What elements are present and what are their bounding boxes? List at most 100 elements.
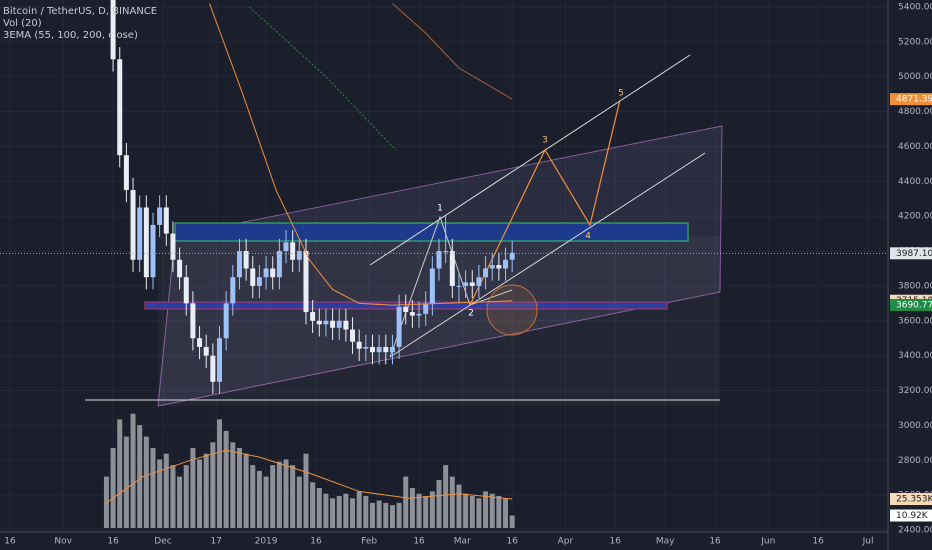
volume-bar [323,493,329,528]
volume-bar [177,476,183,528]
candle-body [250,268,256,286]
volume-bar [469,496,475,528]
candle-body [137,207,143,260]
wave-label: 2 [468,309,474,319]
candle-body [217,338,223,382]
price-tag [890,298,932,311]
volume-bar [236,448,242,528]
volume-bar [170,465,176,528]
volume-bar [369,502,375,528]
volume-bar [110,448,116,528]
volume-bar [350,498,356,528]
volume-bar [137,425,143,528]
volume-bar [270,465,276,528]
x-tick-label: Dec [154,537,171,547]
candle-body [143,207,149,278]
candle-body [350,329,356,342]
volume-bar [223,430,229,528]
price-axis [888,0,932,550]
volume-bar [303,453,309,528]
volume-bar [203,453,209,528]
candle-body [223,303,229,339]
candle-body [436,251,442,269]
volume-bar [230,442,236,528]
x-tick-label: 16 [107,537,119,547]
candle-body [110,0,116,60]
volume-bar [276,461,282,528]
volume-bar [296,476,302,528]
candle-body [443,251,449,253]
wave-projection [469,99,621,306]
candle-body [290,242,296,260]
volume-bar [509,515,515,528]
plot [0,0,888,528]
volume-bar [456,484,462,528]
volume-bar [489,493,495,528]
candle-body [256,277,262,286]
volume-bar [243,453,249,528]
x-tick-label: 16 [4,537,16,547]
candle-body [469,282,475,286]
x-tick-label: 16 [709,537,721,547]
volume-bar [396,502,402,528]
y-tick-label: 3000.00 [898,421,932,431]
volume-bar [449,476,455,528]
x-tick-label: Nov [54,537,72,547]
candle-body [323,320,329,325]
trend-line [389,152,706,358]
volume-bar [163,453,169,528]
chart-title: Bitcoin / TetherUS, D, BINANCE [3,6,157,17]
y-tick-label: 2800.00 [898,456,932,466]
volume-bar [217,419,223,528]
volume-bar [403,476,409,528]
y-tick-label: 3200.00 [898,386,932,396]
candle-body [150,224,156,278]
candle-body [263,268,269,278]
volume-bar [143,436,149,528]
volume-bar [416,493,422,528]
volume-ma [106,449,513,504]
target-circle [486,284,538,336]
wave-label: 1 [437,204,443,214]
volume-bar [436,480,442,528]
volume-bar [290,465,296,528]
volume-bar [463,493,469,528]
y-tick-label: 4800.00 [898,107,932,117]
y-tick-label: 2400.00 [898,526,932,536]
ema-line [392,3,513,100]
volume-bar [343,493,349,528]
wave-label: 4 [585,232,591,242]
volume-bar [190,448,196,528]
candle-body [343,320,349,330]
price-tag-label: 10.92K [896,511,929,521]
wave-label: 5 [618,89,624,99]
volume-bar [256,470,262,528]
axis-labels: 5400.00 5200.00 5000.00 4800.00 4600.00 4400.… [4,3,932,547]
candle-body [197,338,203,347]
candle-body [356,341,362,349]
resistance-zone [174,222,689,242]
price-tag [890,247,932,260]
volume-bar [330,498,336,528]
candle-body [130,190,136,260]
candle-body [423,303,429,314]
volume-bar [123,436,129,528]
volume-bar [409,488,415,528]
volume-bar [423,496,429,528]
x-tick-label: Feb [361,537,377,547]
candle-body [489,265,495,269]
candle-body [296,251,302,260]
volume-bar [376,500,382,528]
candle-body [170,233,176,260]
x-tick-label: 16 [506,537,518,547]
volume-bar [336,496,342,528]
candle-body [369,346,375,353]
volume-bar [310,482,316,528]
volume-bar [363,496,369,528]
candle-body [496,265,502,269]
volume-bar [496,496,502,528]
x-tick-label: 16 [610,537,622,547]
candle-body [509,252,515,260]
candle-body [183,277,189,304]
